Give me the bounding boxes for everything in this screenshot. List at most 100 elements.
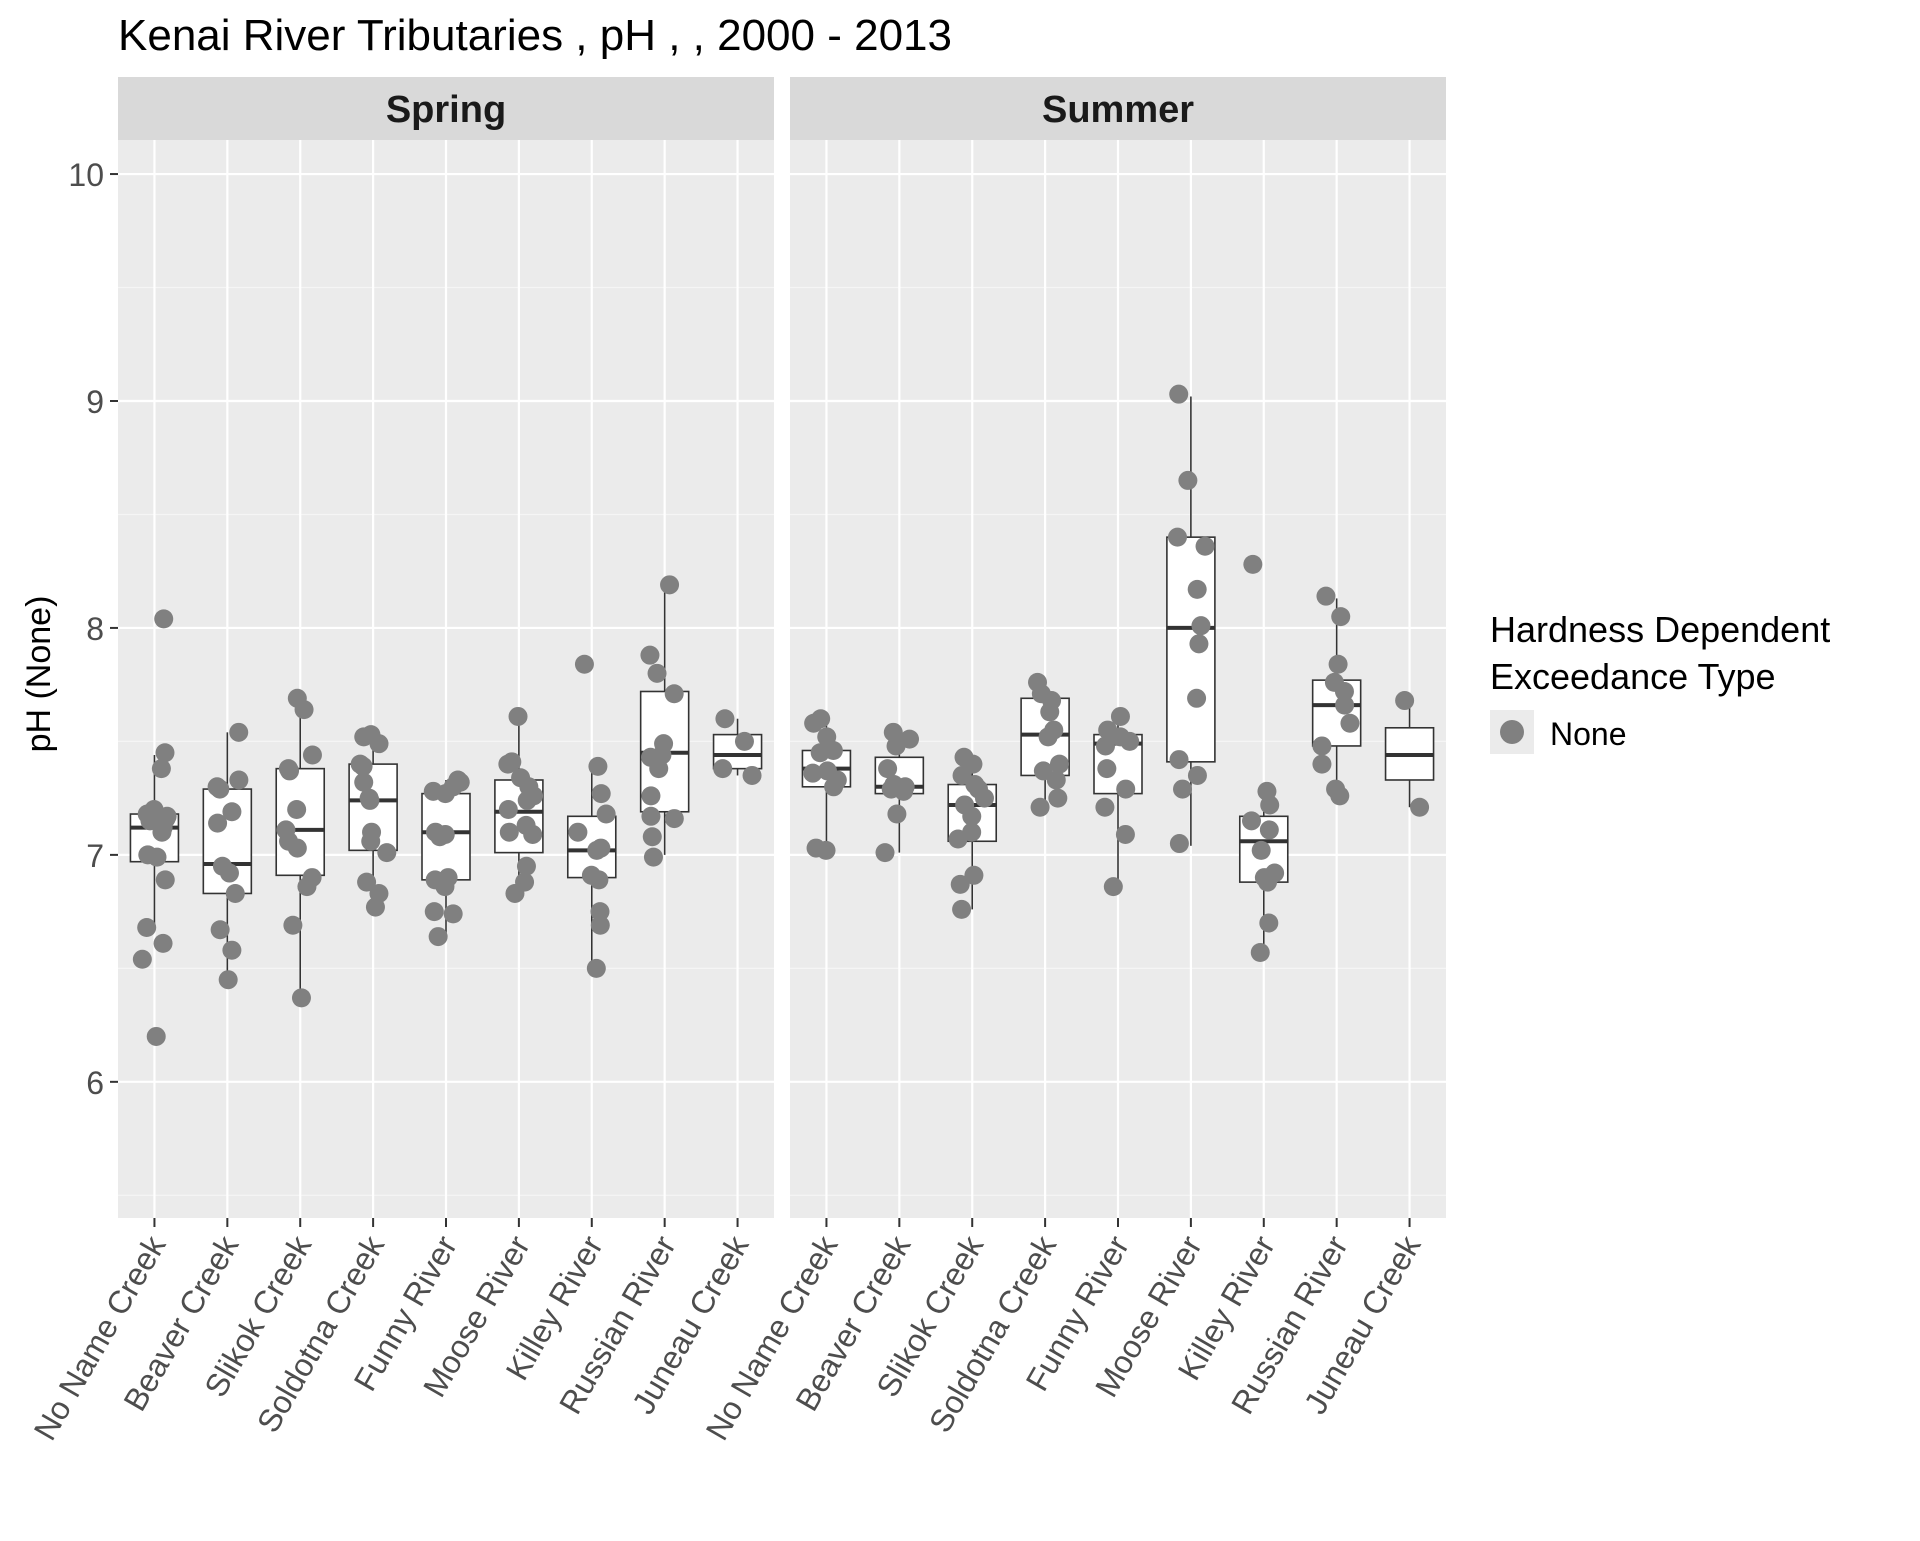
data-point: [713, 759, 733, 779]
box-moose-river: [494, 706, 544, 903]
data-point: [1328, 654, 1348, 674]
data-point: [1120, 731, 1140, 751]
y-tick-label: 9: [86, 384, 104, 420]
data-point: [596, 804, 616, 824]
data-point: [886, 736, 906, 756]
data-point: [443, 904, 463, 924]
data-point: [430, 827, 450, 847]
data-point: [219, 863, 239, 883]
data-point: [424, 902, 444, 922]
data-point: [1110, 706, 1130, 726]
data-point: [948, 829, 968, 849]
data-point: [1340, 713, 1360, 733]
box-beaver-creek: [202, 722, 253, 990]
data-point: [824, 777, 844, 797]
data-point: [641, 786, 661, 806]
data-point: [225, 883, 245, 903]
data-point: [297, 877, 317, 897]
data-point: [155, 743, 175, 763]
data-point: [1049, 754, 1069, 774]
data-point: [151, 759, 171, 779]
data-point: [208, 813, 228, 833]
data-point: [1167, 527, 1187, 547]
data-point: [742, 765, 762, 785]
data-point: [734, 731, 754, 751]
data-point: [1169, 384, 1189, 404]
y-tick-label: 8: [86, 611, 104, 647]
box-soldotna-creek: [1020, 672, 1070, 817]
data-point: [428, 927, 448, 947]
data-point: [641, 806, 661, 826]
data-point: [590, 902, 610, 922]
data-point: [664, 684, 684, 704]
box-russian-river: [639, 575, 690, 867]
y-axis-label: pH (None): [20, 596, 58, 753]
data-point: [1187, 765, 1207, 785]
data-point: [1251, 840, 1271, 860]
data-point: [435, 877, 455, 897]
facet-strip-label: Spring: [386, 89, 506, 131]
data-point: [294, 700, 314, 720]
data-point: [302, 745, 322, 765]
data-point: [952, 899, 972, 919]
box-no-name-creek: [801, 709, 852, 860]
data-point: [354, 772, 374, 792]
box-juneau-creek: [1384, 691, 1435, 817]
data-point: [1040, 702, 1060, 722]
data-point: [146, 1026, 166, 1046]
data-point: [816, 840, 836, 860]
data-point: [152, 822, 172, 842]
data-point: [155, 870, 175, 890]
data-point: [353, 756, 373, 776]
data-point: [1259, 820, 1279, 840]
facet-strip-label: Summer: [1042, 89, 1194, 131]
data-point: [287, 838, 307, 858]
data-point: [1095, 736, 1115, 756]
data-point: [649, 759, 669, 779]
data-point: [647, 663, 667, 683]
data-point: [218, 970, 238, 990]
data-point: [1258, 872, 1278, 892]
data-point: [291, 988, 311, 1008]
data-point: [1250, 942, 1270, 962]
data-point: [1410, 797, 1430, 817]
data-point: [210, 920, 230, 940]
data-point: [153, 933, 173, 953]
data-point: [210, 779, 230, 799]
data-point: [1173, 779, 1193, 799]
data-point: [1115, 824, 1135, 844]
data-point: [147, 847, 167, 867]
box-killey-river: [1238, 554, 1289, 962]
data-point: [1097, 759, 1117, 779]
data-point: [222, 940, 242, 960]
data-point: [887, 804, 907, 824]
data-point: [498, 754, 518, 774]
data-point: [643, 847, 663, 867]
data-point: [1103, 877, 1123, 897]
data-point: [568, 822, 588, 842]
data-point: [1178, 470, 1198, 490]
legend: Hardness Dependent Exceedance Type None: [1490, 609, 1830, 754]
data-point: [974, 788, 994, 808]
data-point: [505, 883, 525, 903]
box-funny-river: [1093, 706, 1143, 897]
box-russian-river: [1311, 586, 1362, 806]
legend-entry-label: None: [1550, 716, 1627, 752]
y-tick-label: 6: [86, 1065, 104, 1101]
data-point: [590, 915, 610, 935]
data-point: [1330, 786, 1350, 806]
data-point: [1259, 913, 1279, 933]
data-point: [499, 822, 519, 842]
box-juneau-creek: [712, 709, 763, 785]
data-point: [810, 743, 830, 763]
data-point: [377, 843, 397, 863]
data-point: [591, 784, 611, 804]
data-point: [1038, 727, 1058, 747]
box-funny-river: [421, 770, 471, 947]
data-point: [1189, 634, 1209, 654]
y-tick-label: 10: [68, 157, 104, 193]
data-point: [587, 840, 607, 860]
data-point: [360, 790, 380, 810]
